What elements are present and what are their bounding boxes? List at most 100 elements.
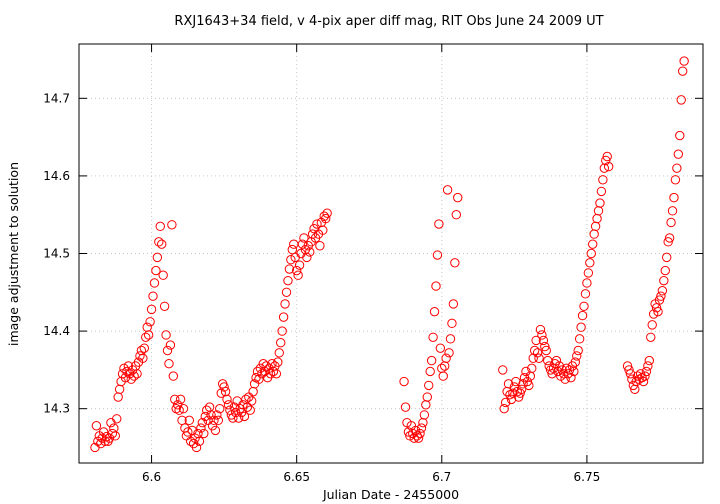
data-point bbox=[534, 353, 544, 363]
data-point bbox=[498, 365, 508, 375]
data-point bbox=[499, 403, 509, 414]
data-point bbox=[91, 421, 102, 431]
data-point bbox=[210, 425, 221, 436]
data-point bbox=[537, 330, 547, 340]
data-point bbox=[583, 268, 594, 278]
data-point bbox=[228, 413, 238, 423]
data-point bbox=[159, 301, 170, 311]
y-axis-label: image adjustment to solution bbox=[6, 162, 21, 346]
data-point bbox=[152, 252, 163, 263]
data-point bbox=[524, 380, 534, 391]
data-point bbox=[273, 357, 283, 367]
data-point bbox=[268, 366, 279, 377]
x-tick-label: 6.7 bbox=[432, 470, 451, 484]
data-point bbox=[535, 324, 546, 335]
data-point bbox=[229, 402, 239, 412]
data-point bbox=[149, 278, 160, 288]
data-point bbox=[157, 239, 167, 249]
data-point bbox=[540, 341, 550, 352]
data-point bbox=[418, 417, 428, 428]
data-point bbox=[586, 248, 596, 259]
data-point bbox=[500, 397, 511, 408]
data-point bbox=[129, 371, 139, 381]
data-point bbox=[438, 371, 448, 381]
data-point bbox=[178, 403, 189, 414]
data-point bbox=[592, 213, 602, 224]
data-point bbox=[593, 206, 604, 216]
data-point bbox=[576, 322, 586, 332]
data-point bbox=[445, 334, 456, 344]
data-point bbox=[431, 281, 441, 291]
data-point bbox=[319, 211, 329, 221]
data-point bbox=[315, 241, 325, 251]
data-point bbox=[320, 213, 331, 224]
data-point bbox=[274, 348, 284, 358]
data-point bbox=[515, 388, 525, 398]
data-point bbox=[113, 392, 123, 402]
data-point bbox=[271, 369, 282, 379]
data-point bbox=[656, 291, 666, 301]
data-point bbox=[434, 219, 444, 229]
data-point bbox=[305, 247, 315, 257]
data-point bbox=[442, 185, 453, 195]
data-point bbox=[400, 402, 411, 412]
data-point bbox=[527, 363, 537, 374]
data-point bbox=[421, 400, 431, 410]
data-point bbox=[139, 343, 150, 353]
data-point bbox=[450, 258, 460, 268]
data-point bbox=[625, 369, 636, 379]
data-point bbox=[582, 278, 592, 288]
data-point bbox=[199, 428, 209, 439]
data-point bbox=[425, 366, 435, 377]
data-point bbox=[441, 353, 451, 363]
data-point bbox=[569, 366, 579, 377]
x-tick-label: 6.65 bbox=[283, 470, 310, 484]
grid-lines bbox=[79, 44, 703, 463]
data-point bbox=[429, 306, 440, 317]
data-point bbox=[151, 265, 161, 276]
data-point bbox=[276, 338, 286, 348]
data-point bbox=[293, 270, 303, 280]
data-point bbox=[97, 433, 107, 443]
data-point bbox=[284, 264, 295, 274]
data-point bbox=[219, 382, 229, 392]
data-point bbox=[154, 237, 164, 247]
data-point bbox=[158, 270, 168, 280]
data-point bbox=[648, 309, 659, 319]
data-point bbox=[676, 95, 686, 105]
data-point bbox=[399, 376, 409, 387]
data-point bbox=[653, 306, 663, 317]
data-point bbox=[167, 220, 177, 230]
data-point bbox=[191, 442, 202, 453]
x-axis-label: Julian Date - 2455000 bbox=[322, 487, 459, 502]
data-point bbox=[428, 332, 438, 342]
data-point bbox=[447, 318, 457, 329]
data-point bbox=[647, 320, 657, 330]
x-tick-label: 6.75 bbox=[574, 470, 601, 484]
data-point bbox=[603, 161, 614, 172]
data-point bbox=[595, 198, 605, 208]
data-point bbox=[318, 225, 328, 235]
data-point bbox=[294, 260, 305, 270]
data-point bbox=[207, 421, 218, 431]
data-point bbox=[238, 400, 248, 410]
data-point bbox=[174, 405, 184, 415]
data-point bbox=[572, 351, 582, 361]
data-point bbox=[312, 219, 322, 229]
data-point bbox=[265, 369, 276, 379]
data-point bbox=[145, 317, 155, 327]
data-point bbox=[114, 384, 125, 394]
data-point bbox=[215, 403, 225, 414]
data-point bbox=[419, 410, 430, 420]
data-point bbox=[197, 417, 208, 428]
data-point bbox=[641, 366, 652, 377]
data-point bbox=[222, 394, 232, 405]
data-point bbox=[302, 252, 312, 263]
data-point bbox=[196, 423, 206, 433]
data-point bbox=[585, 258, 595, 268]
data-point bbox=[601, 155, 611, 166]
data-point bbox=[287, 244, 298, 255]
data-point bbox=[667, 206, 678, 216]
data-point bbox=[531, 335, 541, 346]
data-point bbox=[280, 299, 290, 309]
